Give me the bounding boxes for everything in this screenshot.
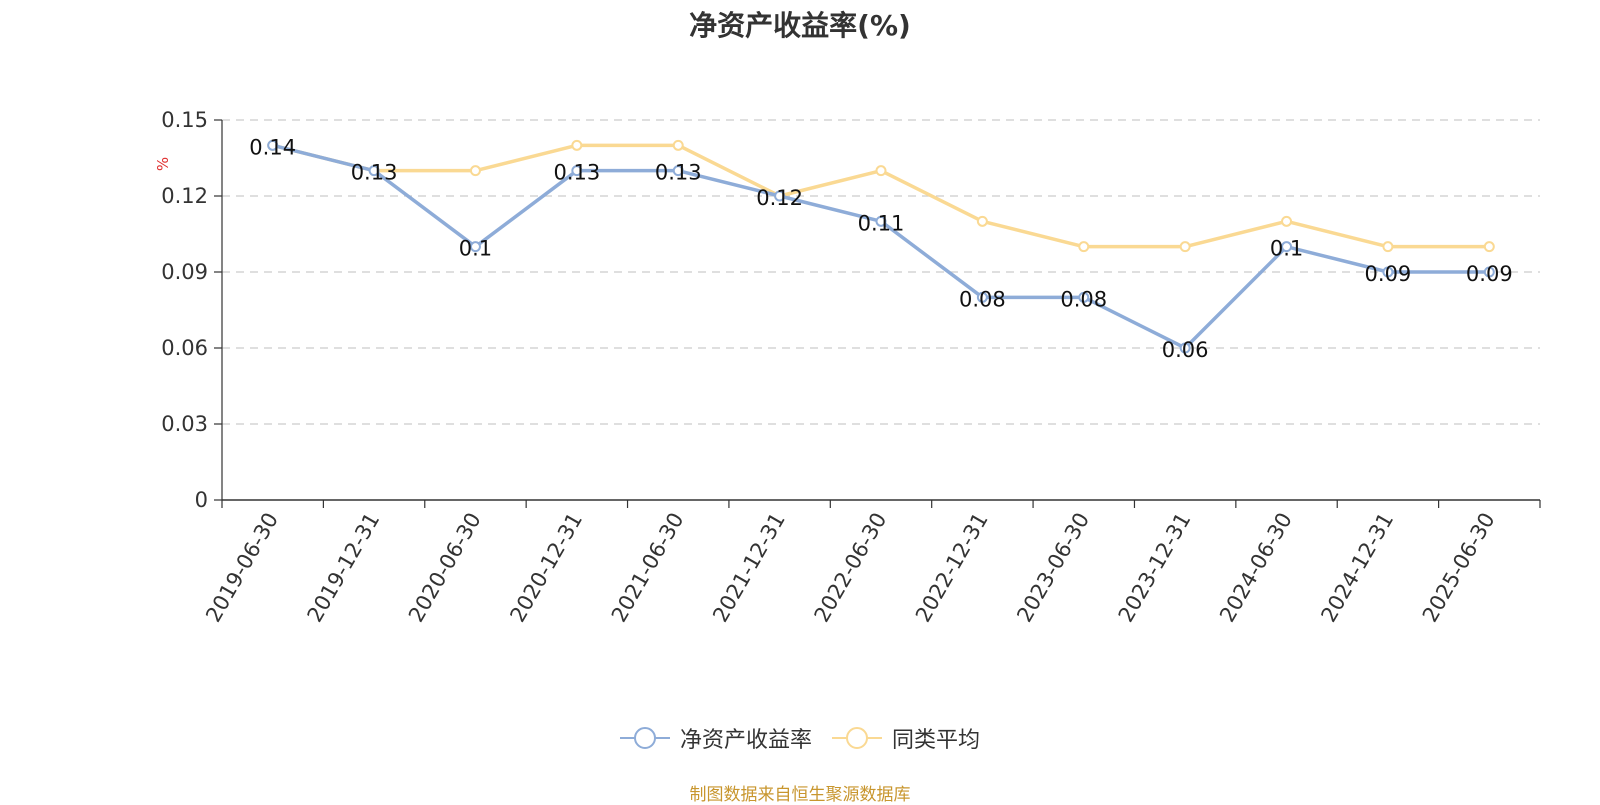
data-point bbox=[1179, 342, 1191, 354]
data-point bbox=[469, 241, 481, 253]
x-tick-label: 2024-06-30 bbox=[1215, 509, 1297, 627]
x-tick-label: 2023-12-31 bbox=[1114, 509, 1196, 627]
data-label: 0.08 bbox=[1060, 287, 1107, 311]
data-label: 0.06 bbox=[1162, 338, 1209, 362]
data-label: 0.14 bbox=[249, 135, 296, 159]
legend-label: 同类平均 bbox=[892, 728, 981, 753]
data-label: 0.12 bbox=[756, 186, 803, 210]
data-point bbox=[469, 165, 481, 177]
x-tick-label: 2024-12-31 bbox=[1316, 509, 1398, 627]
data-label: 0.1 bbox=[1270, 237, 1303, 261]
legend-label: 净资产收益率 bbox=[679, 728, 812, 753]
data-point bbox=[976, 291, 988, 303]
y-tick-label: 0 bbox=[195, 488, 208, 512]
source-note: 制图数据来自恒生聚源数据库 bbox=[689, 785, 911, 805]
data-point bbox=[875, 165, 887, 177]
data-point bbox=[672, 165, 684, 177]
x-tick-label: 2020-12-31 bbox=[505, 509, 587, 627]
x-tick-label: 2021-06-30 bbox=[607, 509, 689, 627]
data-point bbox=[571, 139, 583, 151]
data-point bbox=[1179, 241, 1191, 253]
y-tick-label: 0.09 bbox=[161, 260, 208, 284]
data-point bbox=[1078, 241, 1090, 253]
data-point bbox=[1281, 215, 1293, 227]
data-label: 0.09 bbox=[1466, 262, 1513, 286]
data-point bbox=[1382, 266, 1394, 278]
x-tick-label: 2019-12-31 bbox=[303, 509, 385, 627]
axes: 0 0.03 0.06 0.09 0.12 0.15% 2019-06-30 2019-12-… bbox=[154, 108, 1541, 627]
chart-title: 净资产收益率(%) bbox=[689, 9, 911, 42]
legend-item[interactable]: 同类平均 bbox=[832, 722, 980, 754]
y-axis-label: % bbox=[154, 157, 172, 171]
data-label: 0.09 bbox=[1365, 262, 1412, 286]
data-point bbox=[774, 190, 786, 202]
y-tick-label: 0.03 bbox=[161, 412, 208, 436]
legend: 净资产收益率 同类平均 bbox=[0, 722, 1600, 756]
x-tick-label: 2021-12-31 bbox=[708, 509, 790, 627]
data-point bbox=[1078, 291, 1090, 303]
data-point bbox=[1281, 241, 1293, 253]
x-tick-label: 2020-06-30 bbox=[404, 509, 486, 627]
data-label: 0.08 bbox=[959, 287, 1006, 311]
x-tick-label: 2023-06-30 bbox=[1012, 509, 1094, 627]
data-label: 0.13 bbox=[351, 161, 398, 185]
data-point bbox=[672, 139, 684, 151]
data-point bbox=[267, 139, 279, 151]
y-tick-label: 0.06 bbox=[161, 336, 208, 360]
data-label: 0.13 bbox=[553, 161, 600, 185]
x-tick-label: 2022-06-30 bbox=[810, 509, 892, 627]
grid-lines bbox=[222, 119, 1540, 425]
data-point bbox=[1382, 241, 1394, 253]
data-point bbox=[1483, 241, 1495, 253]
x-tick-label: 2019-06-30 bbox=[201, 509, 283, 627]
y-tick-label: 0.15 bbox=[161, 108, 208, 132]
legend-swatch-icon bbox=[619, 727, 670, 749]
data-point bbox=[875, 215, 887, 227]
data-point bbox=[571, 165, 583, 177]
data-point bbox=[368, 165, 380, 177]
data-label: 0.1 bbox=[459, 237, 492, 261]
data-labels: 0.14 0.13 0.1 0.13 0.13 0.12 0.11 0.08 0.08 0.06 0… bbox=[249, 135, 1512, 362]
data-label: 0.11 bbox=[858, 211, 905, 235]
y-tick-label: 0.12 bbox=[161, 184, 208, 208]
series bbox=[267, 139, 1495, 354]
data-point bbox=[1483, 266, 1495, 278]
data-point bbox=[976, 215, 988, 227]
x-tick-label: 2022-12-31 bbox=[911, 509, 993, 627]
data-label: 0.13 bbox=[655, 161, 702, 185]
x-tick-label: 2025-06-30 bbox=[1418, 509, 1500, 627]
legend-item[interactable]: 净资产收益率 bbox=[619, 722, 812, 754]
legend-swatch-icon bbox=[832, 727, 882, 749]
